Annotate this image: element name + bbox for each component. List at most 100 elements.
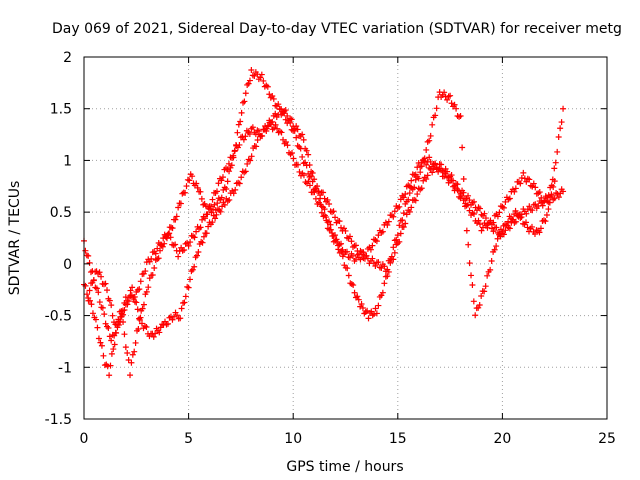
data-point <box>338 248 345 255</box>
data-point <box>299 131 306 138</box>
y-tick-label: -1 <box>58 360 72 376</box>
y-tick-label: -1.5 <box>45 412 72 428</box>
data-point <box>179 190 186 197</box>
data-point <box>408 177 415 184</box>
data-point <box>238 174 245 181</box>
data-point <box>345 272 352 279</box>
data-point <box>400 223 407 230</box>
data-point <box>454 181 461 188</box>
data-point <box>109 312 116 319</box>
data-point <box>199 239 206 246</box>
data-point <box>167 234 174 241</box>
data-point <box>230 190 237 197</box>
data-point <box>282 107 289 114</box>
data-point <box>108 302 115 309</box>
data-point <box>327 226 334 233</box>
data-point <box>402 190 409 197</box>
data-point <box>412 176 419 183</box>
data-point <box>394 232 401 239</box>
data-point <box>526 203 533 210</box>
data-point <box>460 197 467 204</box>
data-point <box>438 167 445 174</box>
data-point <box>557 125 564 132</box>
data-point <box>460 189 467 196</box>
data-point <box>418 185 425 192</box>
data-point <box>107 362 114 369</box>
data-point <box>218 194 225 201</box>
data-point <box>249 124 256 131</box>
data-point <box>415 159 422 166</box>
data-point <box>194 184 201 191</box>
data-point <box>177 315 184 322</box>
data-point <box>372 305 379 312</box>
data-point <box>225 160 232 167</box>
data-point <box>352 242 359 249</box>
data-point <box>129 284 136 291</box>
data-point <box>170 313 177 320</box>
data-point <box>272 110 279 117</box>
data-point <box>122 294 129 301</box>
data-point <box>336 218 343 225</box>
data-point <box>230 154 237 161</box>
x-tick-label: 5 <box>184 431 193 447</box>
data-point <box>226 196 233 203</box>
data-point <box>481 288 488 295</box>
data-point <box>193 252 200 259</box>
data-point <box>536 189 543 196</box>
data-point <box>152 250 159 257</box>
data-point <box>457 112 464 119</box>
data-point <box>127 372 134 379</box>
x-tick-label: 10 <box>284 431 302 447</box>
data-point <box>320 189 327 196</box>
data-point <box>174 312 181 319</box>
data-point <box>490 219 497 226</box>
data-point <box>471 198 478 205</box>
data-point <box>506 195 513 202</box>
data-point <box>435 168 442 175</box>
data-point <box>358 301 365 308</box>
data-point <box>381 280 388 287</box>
data-point <box>164 320 171 327</box>
data-point <box>177 200 184 207</box>
data-point <box>375 259 382 266</box>
data-point <box>175 253 182 260</box>
data-point <box>200 233 207 240</box>
data-point <box>418 163 425 170</box>
y-tick-label: 1.5 <box>50 102 72 118</box>
data-point <box>203 230 210 237</box>
data-point <box>390 244 397 251</box>
data-point <box>191 234 198 241</box>
data-point <box>152 330 159 337</box>
data-point <box>82 247 89 254</box>
data-point <box>362 308 369 315</box>
data-point <box>136 315 143 322</box>
data-point <box>448 172 455 179</box>
data-point <box>406 190 413 197</box>
data-point <box>111 341 118 348</box>
data-point <box>269 118 276 125</box>
data-point <box>101 311 108 318</box>
data-point <box>95 289 102 296</box>
data-point <box>388 253 395 260</box>
data-point <box>143 323 150 330</box>
data-point <box>290 155 297 162</box>
data-point <box>232 186 239 193</box>
data-point <box>102 320 109 327</box>
data-point <box>272 121 279 128</box>
data-point <box>264 122 271 129</box>
data-point <box>338 240 345 247</box>
data-point <box>306 162 313 168</box>
data-point <box>442 170 449 177</box>
data-point <box>208 209 215 216</box>
data-point <box>236 180 243 187</box>
data-point <box>429 121 436 128</box>
data-point <box>444 174 451 181</box>
data-point <box>135 325 142 332</box>
data-point <box>518 214 525 221</box>
data-point <box>244 81 251 88</box>
data-point <box>315 188 322 195</box>
data-point <box>242 90 249 97</box>
data-point <box>137 278 144 285</box>
data-point <box>108 350 115 357</box>
data-point <box>100 352 107 359</box>
